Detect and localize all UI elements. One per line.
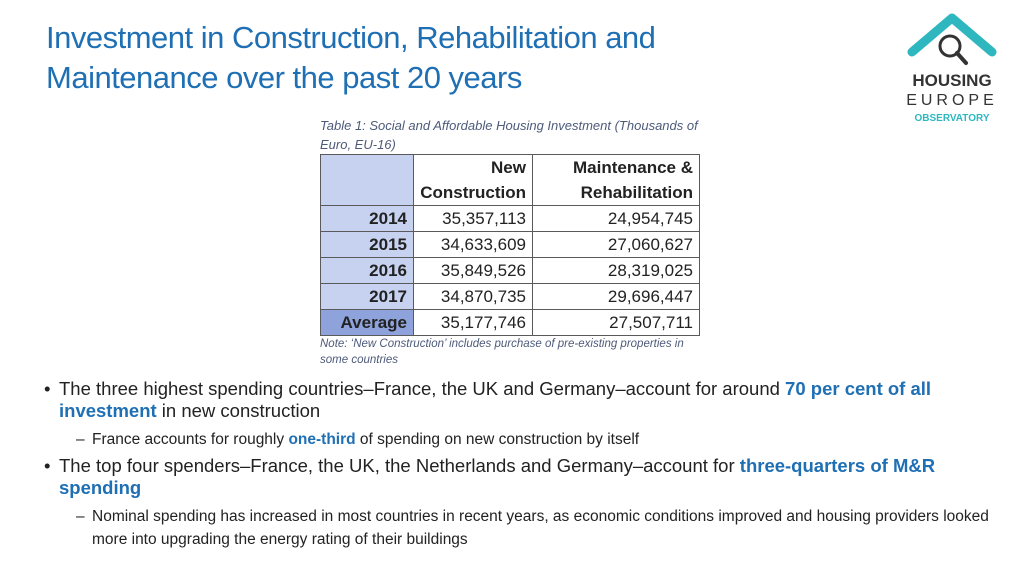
logo-text-europe: EUROPE [906, 92, 998, 109]
sub-bullet-item: – Nominal spending has increased in most… [44, 505, 994, 551]
row-maintenance: 29,696,447 [532, 283, 700, 310]
page-title: Investment in Construction, Rehabilitati… [46, 18, 846, 98]
bullet-text: The top four spenders–France, the UK, th… [59, 455, 740, 476]
title-line-2: Maintenance over the past 20 years [46, 60, 522, 95]
table-row-average: Average 35,177,746 27,507,711 [320, 309, 700, 336]
title-line-1: Investment in Construction, Rehabilitati… [46, 20, 656, 55]
table-row: 2016 35,849,526 28,319,025 [320, 257, 700, 284]
table-caption: Table 1: Social and Affordable Housing I… [320, 118, 698, 152]
bullet-highlight: three-quarters of M&R spending [59, 455, 936, 498]
row-new-construction: 34,870,735 [413, 283, 533, 310]
sub-bullet-text: France accounts for roughly [92, 431, 289, 448]
header-corner-cell [320, 154, 414, 206]
row-year: 2014 [320, 205, 414, 232]
bullet-highlight: 70 per cent of all investment [59, 378, 932, 421]
bullet-dot: • [44, 455, 51, 476]
sub-bullet-dash: – [76, 508, 85, 525]
row-year: 2017 [320, 283, 414, 310]
bullet-list: • The three highest spending countries–F… [44, 378, 994, 555]
bullet-text-end: in new construction [156, 400, 321, 421]
header-new-construction: New Construction [413, 154, 533, 206]
table-row: 2015 34,633,609 27,060,627 [320, 231, 700, 258]
row-new-construction: 35,177,746 [413, 309, 533, 336]
sub-bullet-text: Nominal spending has increased in most c… [92, 508, 989, 548]
row-maintenance: 28,319,025 [532, 257, 700, 284]
row-new-construction: 35,849,526 [413, 257, 533, 284]
row-maintenance: 27,507,711 [532, 309, 700, 336]
investment-table: New Construction Maintenance & Rehabilit… [320, 154, 700, 336]
table-note: Note: ‘New Construction’ includes purcha… [320, 338, 684, 366]
house-magnifier-icon [907, 13, 997, 65]
header-maintenance-rehabilitation: Maintenance & Rehabilitation [532, 154, 700, 206]
table-row: 2017 34,870,735 29,696,447 [320, 283, 700, 310]
housing-europe-logo: HOUSING EUROPE OBSERVATORY [904, 12, 1000, 130]
bullet-item: • The top four spenders–France, the UK, … [44, 455, 994, 499]
sub-bullet-text-end: of spending on new construction by itsel… [355, 431, 640, 448]
row-year: 2016 [320, 257, 414, 284]
row-year: Average [320, 309, 414, 336]
row-new-construction: 34,633,609 [413, 231, 533, 258]
row-maintenance: 27,060,627 [532, 231, 700, 258]
logo-text-observatory: OBSERVATORY [914, 113, 990, 124]
bullet-dot: • [44, 378, 51, 399]
bullet-item: • The three highest spending countries–F… [44, 378, 994, 422]
bullet-text: The three highest spending countries–Fra… [59, 378, 786, 399]
header-new-line-1: New [491, 158, 526, 177]
sub-bullet-item: – France accounts for roughly one-third … [44, 428, 994, 451]
row-maintenance: 24,954,745 [532, 205, 700, 232]
logo-text-housing: HOUSING [912, 71, 992, 90]
sub-bullet-dash: – [76, 431, 85, 448]
row-year: 2015 [320, 231, 414, 258]
header-mr-line-2: Rehabilitation [580, 183, 693, 202]
header-new-line-2: Construction [420, 183, 526, 202]
header-mr-line-1: Maintenance & [573, 158, 693, 177]
table-row: 2014 35,357,113 24,954,745 [320, 205, 700, 232]
table-header-row: New Construction Maintenance & Rehabilit… [320, 154, 700, 206]
row-new-construction: 35,357,113 [413, 205, 533, 232]
sub-bullet-highlight: one-third [288, 431, 356, 448]
